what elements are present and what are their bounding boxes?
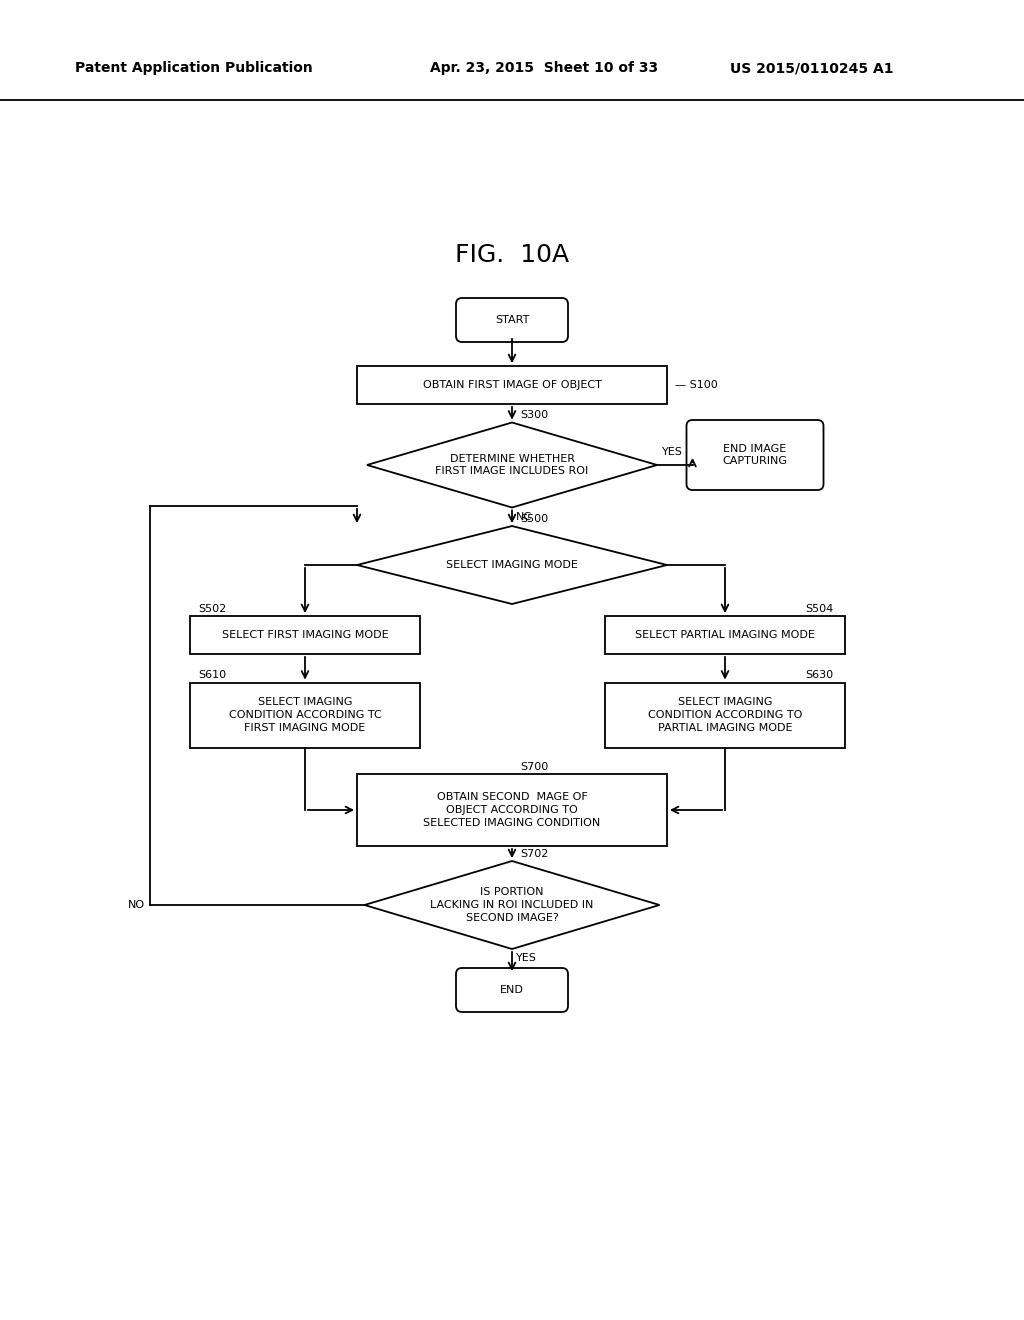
Bar (605, 616, 845, 653)
Text: S702: S702 (520, 849, 549, 859)
Text: SELECT PARTIAL IMAGING MODE: SELECT PARTIAL IMAGING MODE (635, 630, 815, 640)
Text: YES: YES (662, 447, 683, 457)
Text: US 2015/0110245 A1: US 2015/0110245 A1 (730, 61, 894, 75)
Text: NO: NO (128, 900, 145, 909)
Text: SELECT IMAGING
CONDITION ACCORDING TC
FIRST IMAGING MODE: SELECT IMAGING CONDITION ACCORDING TC FI… (228, 697, 381, 733)
Text: END IMAGE
CAPTURING: END IMAGE CAPTURING (723, 444, 787, 466)
Text: SELECT IMAGING MODE: SELECT IMAGING MODE (446, 560, 578, 570)
Text: SELECT FIRST IMAGING MODE: SELECT FIRST IMAGING MODE (221, 630, 388, 640)
Text: NC: NC (516, 511, 532, 521)
Bar (605, 682, 845, 747)
Text: S700: S700 (520, 762, 548, 772)
Text: S630: S630 (805, 671, 834, 681)
Text: START: START (495, 315, 529, 325)
Polygon shape (357, 525, 667, 605)
Text: OBTAIN SECOND  MAGE OF
OBJECT ACCORDING TO
SELECTED IMAGING CONDITION: OBTAIN SECOND MAGE OF OBJECT ACCORDING T… (423, 792, 601, 828)
Bar (190, 682, 420, 747)
Bar (357, 366, 667, 404)
Text: FIG.  10A: FIG. 10A (455, 243, 569, 267)
Text: IS PORTION
LACKING IN ROI INCLUDED IN
SECOND IMAGE?: IS PORTION LACKING IN ROI INCLUDED IN SE… (430, 887, 594, 923)
Text: S502: S502 (198, 605, 226, 614)
Text: SELECT IMAGING
CONDITION ACCORDING TO
PARTIAL IMAGING MODE: SELECT IMAGING CONDITION ACCORDING TO PA… (648, 697, 802, 733)
FancyBboxPatch shape (456, 968, 568, 1012)
Text: S300: S300 (520, 411, 548, 421)
Text: S500: S500 (520, 513, 548, 524)
Text: Apr. 23, 2015  Sheet 10 of 33: Apr. 23, 2015 Sheet 10 of 33 (430, 61, 658, 75)
FancyBboxPatch shape (456, 298, 568, 342)
Text: YES: YES (516, 953, 537, 964)
Text: S610: S610 (198, 671, 226, 681)
Text: DETERMINE WHETHER
FIRST IMAGE INCLUDES ROI: DETERMINE WHETHER FIRST IMAGE INCLUDES R… (435, 454, 589, 477)
Bar (357, 774, 667, 846)
FancyBboxPatch shape (686, 420, 823, 490)
Text: OBTAIN FIRST IMAGE OF OBJECT: OBTAIN FIRST IMAGE OF OBJECT (423, 380, 601, 389)
Polygon shape (367, 422, 657, 507)
Text: Patent Application Publication: Patent Application Publication (75, 61, 312, 75)
Polygon shape (365, 861, 659, 949)
Text: — S100: — S100 (675, 380, 718, 389)
Bar (190, 616, 420, 653)
Text: S504: S504 (805, 605, 834, 614)
Text: END: END (500, 985, 524, 995)
